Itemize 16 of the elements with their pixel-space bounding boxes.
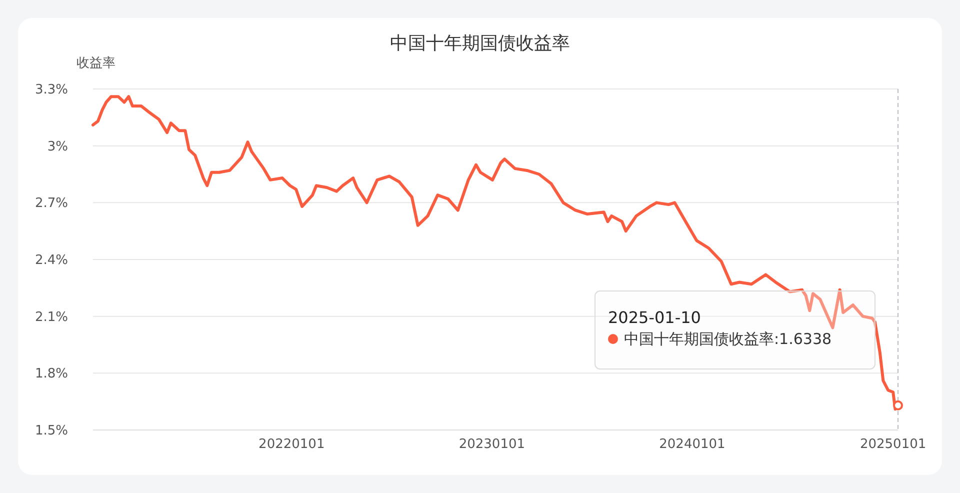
tooltip: 2025-01-10 中国十年期国债收益率:1.6338: [594, 290, 876, 370]
y-tick-label: 3%: [47, 139, 68, 154]
x-tick-label: 20240101: [659, 437, 726, 452]
annotation: 中国十年期国债收益率:1.6338: [624, 330, 832, 348]
y-tick-label: 1.5%: [34, 424, 68, 438]
chart-title: 中国十年期国债收益率: [390, 33, 570, 54]
x-tick-label: 20220101: [258, 437, 325, 452]
y-axis-title: 收益率: [76, 55, 116, 71]
x-tick-label: 20230101: [458, 437, 526, 452]
y-tick-label: 2.7%: [34, 196, 68, 212]
x-tick-label: 20250101: [860, 437, 926, 452]
y-tick-label: 1.8%: [34, 366, 68, 382]
y-tick-label: 2.1%: [34, 310, 68, 325]
y-tick-label: 2.4%: [34, 253, 68, 268]
y-tick-label: 3.3%: [34, 82, 68, 98]
annotation: 2025-01-10: [608, 308, 701, 327]
